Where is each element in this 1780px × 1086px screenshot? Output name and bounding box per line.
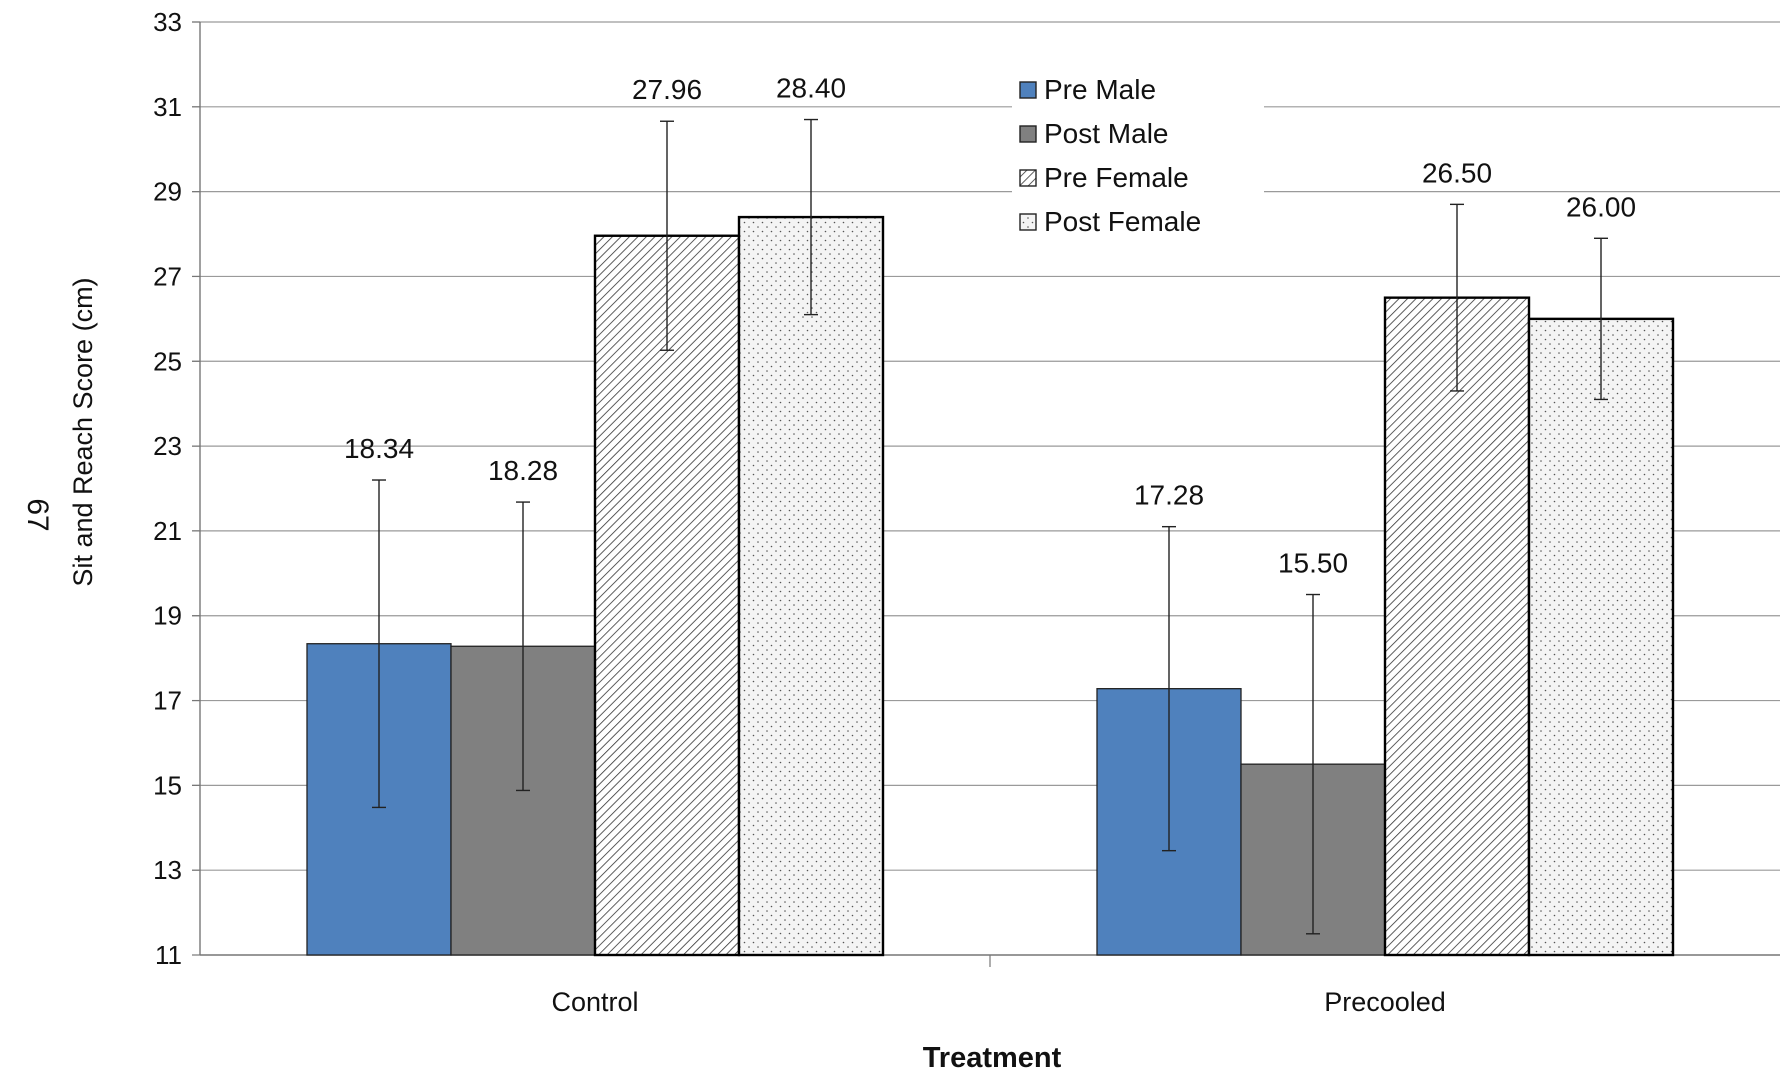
legend-swatch [1019, 125, 1037, 143]
data-label: 26.00 [1566, 191, 1636, 222]
data-label: 17.28 [1134, 480, 1204, 511]
data-labels: 18.34 17.28 18.28 15.50 27.96 26.50 28.40 26.00 [344, 73, 1636, 579]
legend-swatch [1019, 81, 1037, 99]
y-tick-label: 11 [155, 940, 182, 970]
legend-swatch [1019, 169, 1037, 187]
bar [737, 215, 885, 957]
y-axis-title: Sit and Reach Score (cm) [68, 277, 98, 586]
legend-background [1012, 68, 1264, 248]
legend-label: Pre Female [1044, 162, 1189, 193]
x-tick-label: Precooled [1324, 987, 1446, 1017]
data-label: 18.28 [488, 455, 558, 486]
y-tick-label: 17 [153, 686, 182, 716]
y-tick-label: 29 [153, 177, 182, 207]
data-label: 27.96 [632, 74, 702, 105]
error-bars [372, 118, 1608, 935]
y-tick-label: 27 [153, 261, 182, 291]
y-tick-label: 15 [153, 770, 182, 800]
y-tick-label: 25 [153, 346, 182, 376]
data-label: 26.50 [1422, 157, 1492, 188]
legend-label: Pre Male [1044, 74, 1156, 105]
bar [1383, 296, 1531, 957]
y-tick-label: 33 [153, 7, 182, 37]
y-tick-label: 13 [153, 855, 182, 885]
bar [593, 234, 741, 957]
bar [1527, 317, 1675, 957]
y-tick-label: 23 [153, 431, 182, 461]
bars [306, 215, 1675, 957]
data-label: 15.50 [1278, 548, 1348, 579]
y-tick-label: 31 [153, 92, 182, 122]
legend-label: Post Female [1044, 206, 1201, 237]
legend: Pre Male Post Male Pre Female Post Female [1012, 68, 1264, 248]
data-label: 18.34 [344, 433, 414, 464]
x-tick-label: Control [551, 987, 638, 1017]
data-label: 28.40 [776, 73, 846, 104]
legend-swatch [1019, 213, 1037, 231]
y-tick-label: 19 [153, 601, 182, 631]
x-axis-title: Treatment [923, 1042, 1062, 1074]
page-number: 67 [21, 498, 54, 531]
y-tick-label: 21 [153, 516, 182, 546]
legend-label: Post Male [1044, 118, 1169, 149]
